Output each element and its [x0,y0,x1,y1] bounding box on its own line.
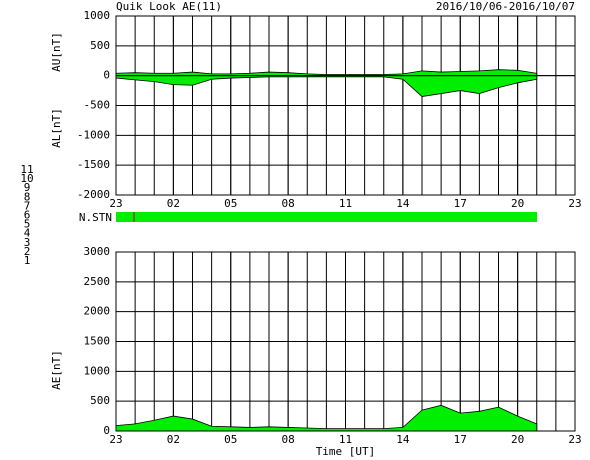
x-tick-label: 20 [511,433,524,446]
x-axis-label: Time [UT] [316,445,376,458]
y-tick-label: 1500 [84,335,111,348]
y-tick-label: 3000 [84,245,111,258]
y-tick-label: -1000 [77,128,110,141]
y-tick-label: -1500 [77,158,110,171]
y-axis-label: AL[nT] [50,108,63,148]
y-axis-label: AE[nT] [50,350,63,390]
x-tick-label: 08 [282,197,295,210]
x-tick-label: 17 [454,433,467,446]
x-tick-label: 11 [339,197,352,210]
x-tick-label: 14 [396,433,410,446]
y-tick-label: 1000 [84,9,111,22]
x-tick-label: 20 [511,197,524,210]
x-tick-label: 11 [339,433,352,446]
x-tick-label: 02 [167,197,180,210]
chart-title: Quik Look AE(11) [116,0,222,13]
station-legend-label: 5 [24,218,31,231]
y-tick-label: 500 [90,394,110,407]
y-tick-label: 2500 [84,275,111,288]
y-tick-label: 0 [103,424,110,437]
area [115,75,538,97]
station-count-bar [116,212,537,222]
x-tick-label: 23 [568,433,581,446]
date-range: 2016/10/06-2016/10/07 [436,0,575,13]
x-tick-label: 05 [224,197,237,210]
station-legend-label: 4 [24,227,31,240]
x-tick-label: 14 [396,197,410,210]
y-tick-label: 0 [103,69,110,82]
station-legend-label: 11 [20,163,33,176]
station-legend-label: 6 [24,209,31,222]
y-tick-label: 2000 [84,305,111,318]
x-tick-label: 02 [167,433,180,446]
y-axis-label: AU[nT] [50,32,63,72]
x-tick-label: 23 [109,433,122,446]
station-legend-label: 1 [24,254,31,267]
x-tick-label: 23 [568,197,581,210]
x-tick-label: 17 [454,197,467,210]
y-tick-label: -500 [84,99,111,112]
station-legend-label: 8 [24,190,31,203]
station-legend-label: 9 [24,181,31,194]
station-count-label: N.STN [79,211,112,224]
station-legend-label: 3 [24,236,31,249]
area [115,69,538,77]
station-legend-label: 7 [24,199,31,212]
x-tick-label: 23 [109,197,122,210]
y-tick-label: 1000 [84,364,111,377]
station-legend-label: 10 [20,172,33,185]
x-tick-label: 05 [224,433,237,446]
x-tick-label: 08 [282,433,295,446]
y-tick-label: 500 [90,39,110,52]
station-legend-label: 2 [24,245,31,258]
area [115,404,538,432]
y-tick-label: -2000 [77,188,110,201]
